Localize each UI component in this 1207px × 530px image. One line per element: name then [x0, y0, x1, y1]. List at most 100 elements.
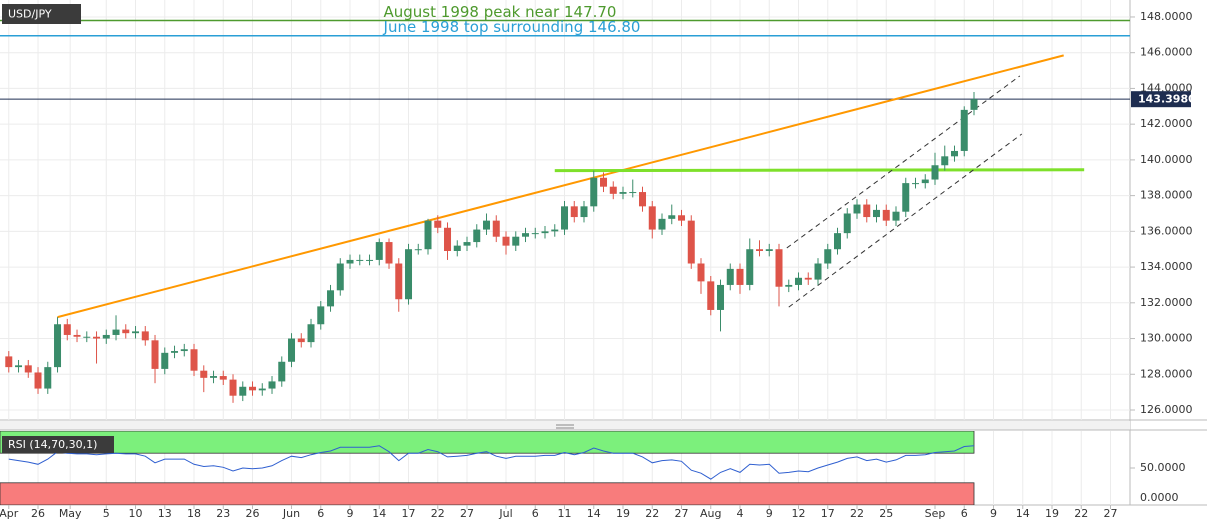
candle-body [327, 290, 335, 307]
y-tick-label: 126.0000 [1140, 403, 1193, 416]
y-tick-label: 140.0000 [1140, 153, 1193, 166]
candle-body [210, 376, 218, 378]
candle-body [970, 99, 978, 110]
candle-body [570, 206, 578, 218]
last-price-label: 143.3980 [1138, 93, 1196, 106]
candle-body [151, 340, 159, 369]
candle-body [34, 372, 42, 389]
trend-line [786, 75, 1021, 249]
x-tick-label: 26 [246, 507, 260, 520]
candle-body [687, 220, 695, 264]
candle-body [219, 376, 227, 380]
x-tick-label: 27 [675, 507, 689, 520]
candle-body [707, 281, 715, 310]
title-box [2, 4, 81, 24]
x-tick-label: 11 [558, 507, 572, 520]
candle-body [678, 215, 686, 221]
candle-body [385, 242, 393, 264]
x-tick-label: 9 [766, 507, 773, 520]
axes: 126.0000128.0000130.0000132.0000134.0000… [0, 10, 1196, 520]
trend-line [57, 54, 1064, 319]
candle-body [453, 245, 461, 251]
candle-body [83, 336, 91, 338]
candle-body [297, 338, 305, 343]
rsi-panel [0, 431, 1112, 505]
x-tick-label: 9 [347, 507, 354, 520]
candle-body [804, 277, 812, 280]
candle-body [912, 183, 920, 185]
x-tick-label: Apr [0, 507, 19, 520]
candle-body [307, 324, 315, 343]
candle-body [356, 259, 364, 261]
candle-body [951, 150, 959, 157]
x-tick-label: 10 [129, 507, 143, 520]
x-tick-label: 13 [158, 507, 172, 520]
candle-body [414, 249, 422, 251]
candle-body [512, 236, 520, 246]
candle-body [668, 215, 676, 219]
candle-body [629, 192, 637, 194]
trend-line [788, 133, 1023, 308]
candle-body [366, 259, 374, 261]
candle-body [824, 249, 832, 264]
x-tick-label: 5 [103, 507, 110, 520]
candle-body [531, 233, 539, 235]
candle-body [561, 206, 569, 230]
x-tick-label: 6 [317, 507, 324, 520]
x-tick-label: 25 [879, 507, 893, 520]
x-tick-label: 17 [821, 507, 835, 520]
candle-body [229, 379, 237, 396]
x-tick-label: 9 [990, 507, 997, 520]
candle-body [843, 213, 851, 234]
last-price-tag [1131, 91, 1191, 108]
candle-body [288, 338, 296, 362]
candle-body [132, 331, 140, 334]
trend-line [554, 168, 1085, 173]
x-tick-label: 18 [187, 507, 201, 520]
candle-body [268, 381, 276, 389]
rsi-label-box [2, 436, 114, 453]
x-tick-label: 27 [1104, 507, 1118, 520]
x-tick-label: Aug [700, 507, 721, 520]
candle-body [551, 229, 559, 232]
candle-body [346, 259, 354, 264]
candle-body [902, 183, 910, 212]
candle-body [863, 204, 871, 218]
y-tick-label: 130.0000 [1140, 332, 1193, 345]
candle-body [921, 179, 929, 184]
candle-body [717, 284, 725, 310]
candle-body [639, 192, 647, 207]
x-tick-label: Sep [925, 507, 946, 520]
candle-body [73, 334, 81, 337]
x-tick-label: 12 [792, 507, 806, 520]
splitter-handle[interactable] [556, 424, 574, 429]
candle-body [931, 165, 939, 180]
x-tick-label: 14 [587, 507, 601, 520]
y-tick-label: 138.0000 [1140, 189, 1193, 202]
candle-body [756, 249, 764, 251]
candle-body [141, 331, 149, 341]
candle-body [258, 388, 266, 391]
candle-body [941, 156, 949, 166]
candle-body [336, 263, 344, 291]
candle-body [580, 206, 588, 218]
rsi-label: RSI (14,70,30,1) [8, 438, 97, 451]
candle-body [775, 249, 783, 287]
candle-body [795, 277, 803, 285]
candle-body [853, 204, 861, 214]
candle-body [200, 370, 208, 378]
x-tick-label: 6 [532, 507, 539, 520]
y-tick-label: 134.0000 [1140, 260, 1193, 273]
x-tick-label: 22 [850, 507, 864, 520]
candle-body [161, 352, 169, 369]
candle-body [502, 236, 510, 246]
candle-body [765, 249, 773, 251]
y-tick-label: 128.0000 [1140, 367, 1193, 380]
candle-body [102, 334, 110, 339]
x-tick-label: 19 [1045, 507, 1059, 520]
candle-body [492, 220, 500, 237]
candle-body [424, 220, 432, 250]
candle-body [317, 306, 325, 325]
candle-body [249, 386, 257, 391]
